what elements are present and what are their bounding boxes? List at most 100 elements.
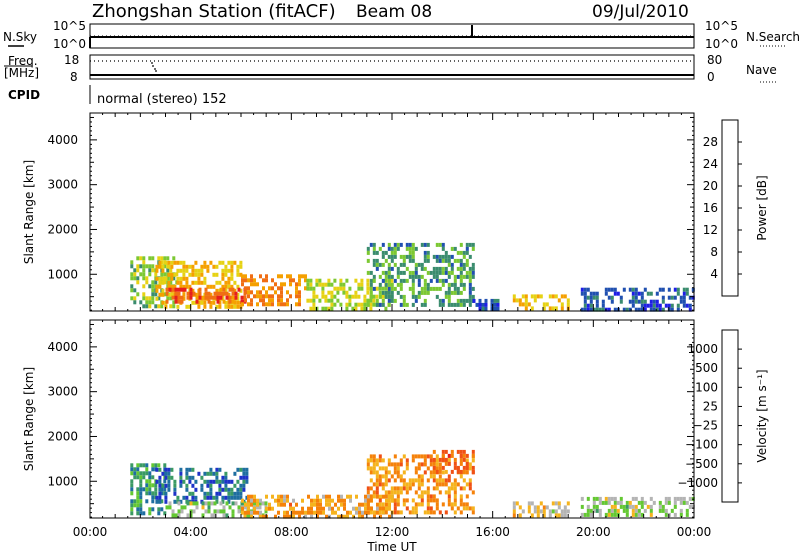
data-cell xyxy=(459,278,463,283)
data-cell xyxy=(136,495,140,500)
data-cell xyxy=(471,266,475,271)
data-cell xyxy=(450,453,454,458)
data-cell xyxy=(613,496,617,501)
data-cell xyxy=(372,258,376,263)
data-cell xyxy=(496,306,500,311)
y-tick-label: 2000 xyxy=(47,429,78,443)
data-cell xyxy=(230,491,234,496)
data-cell xyxy=(411,294,415,299)
data-cell xyxy=(191,467,195,472)
data-cell xyxy=(583,307,587,312)
data-cell xyxy=(402,498,406,503)
data-cell xyxy=(133,276,137,281)
data-cell xyxy=(145,280,149,285)
data-cell xyxy=(610,508,614,513)
data-cell xyxy=(209,491,213,496)
data-cell xyxy=(224,304,228,309)
data-cell xyxy=(358,502,361,507)
data-cell xyxy=(462,282,466,287)
data-cell xyxy=(414,270,418,275)
data-cell xyxy=(250,290,253,295)
data-cell xyxy=(277,494,280,499)
data-cell xyxy=(411,250,415,255)
data-cell xyxy=(328,502,331,507)
data-cell xyxy=(402,502,406,507)
data-cell xyxy=(444,457,448,462)
data-cell xyxy=(289,506,292,511)
data-cell xyxy=(459,250,463,255)
data-cell xyxy=(160,260,164,265)
data-cell xyxy=(244,502,247,507)
data-cell xyxy=(354,306,358,311)
data-cell xyxy=(580,496,584,501)
data-cell xyxy=(197,268,201,273)
data-cell xyxy=(536,513,540,518)
data-cell xyxy=(151,507,155,512)
data-cell xyxy=(411,246,415,251)
data-cell xyxy=(289,294,292,299)
data-cell xyxy=(652,303,656,308)
data-cell xyxy=(136,292,140,297)
data-cell xyxy=(176,260,180,265)
data-cell xyxy=(592,496,596,501)
data-cell xyxy=(390,490,394,495)
data-cell xyxy=(628,299,632,304)
data-cell xyxy=(348,302,352,307)
data-cell xyxy=(381,290,385,295)
data-cell xyxy=(155,276,159,281)
data-cell xyxy=(349,494,352,499)
data-cell xyxy=(170,260,174,265)
data-cell xyxy=(530,306,534,311)
data-cell xyxy=(189,287,193,292)
data-cell xyxy=(496,298,500,303)
data-cell xyxy=(444,461,448,466)
data-cell xyxy=(327,278,331,283)
data-cell xyxy=(148,296,152,301)
data-cell xyxy=(166,256,170,261)
data-cell xyxy=(468,478,472,483)
data-cell xyxy=(277,498,280,503)
data-cell xyxy=(239,264,243,269)
data-cell xyxy=(225,295,229,300)
data-cell xyxy=(598,508,602,513)
data-cell xyxy=(239,288,243,293)
data-cell xyxy=(375,266,379,271)
data-cell xyxy=(393,466,397,471)
data-cell xyxy=(227,292,231,297)
data-cell xyxy=(456,302,460,307)
data-cell xyxy=(384,290,388,295)
data-cell xyxy=(411,290,415,295)
data-cell xyxy=(592,508,596,513)
data-cell xyxy=(310,498,313,503)
beam-title: Beam 08 xyxy=(356,2,433,22)
data-cell xyxy=(151,475,155,480)
data-cell xyxy=(210,501,214,506)
data-cell xyxy=(259,298,262,303)
data-cell xyxy=(174,299,178,304)
data-cell xyxy=(396,486,400,491)
nsky-label: N.Sky xyxy=(3,30,38,44)
data-cell xyxy=(402,478,406,483)
data-cell xyxy=(583,291,587,296)
data-cell xyxy=(453,510,457,515)
data-cell xyxy=(384,274,388,279)
data-cell xyxy=(354,294,358,299)
data-cell xyxy=(423,278,427,283)
data-cell xyxy=(390,278,394,283)
data-cell xyxy=(417,278,421,283)
data-cell xyxy=(471,270,475,275)
data-cell xyxy=(527,509,531,514)
data-cell xyxy=(207,291,211,296)
data-cell xyxy=(468,482,472,487)
data-cell xyxy=(259,510,262,515)
data-cell xyxy=(351,294,355,299)
data-cell xyxy=(182,479,186,484)
data-cell xyxy=(634,508,638,513)
data-cell xyxy=(142,264,146,269)
data-cell xyxy=(234,291,238,296)
nave-tick-high: 80 xyxy=(707,53,723,67)
data-cell xyxy=(381,506,385,511)
data-cell xyxy=(444,449,448,454)
data-cell xyxy=(218,479,222,484)
data-cell xyxy=(530,501,534,506)
